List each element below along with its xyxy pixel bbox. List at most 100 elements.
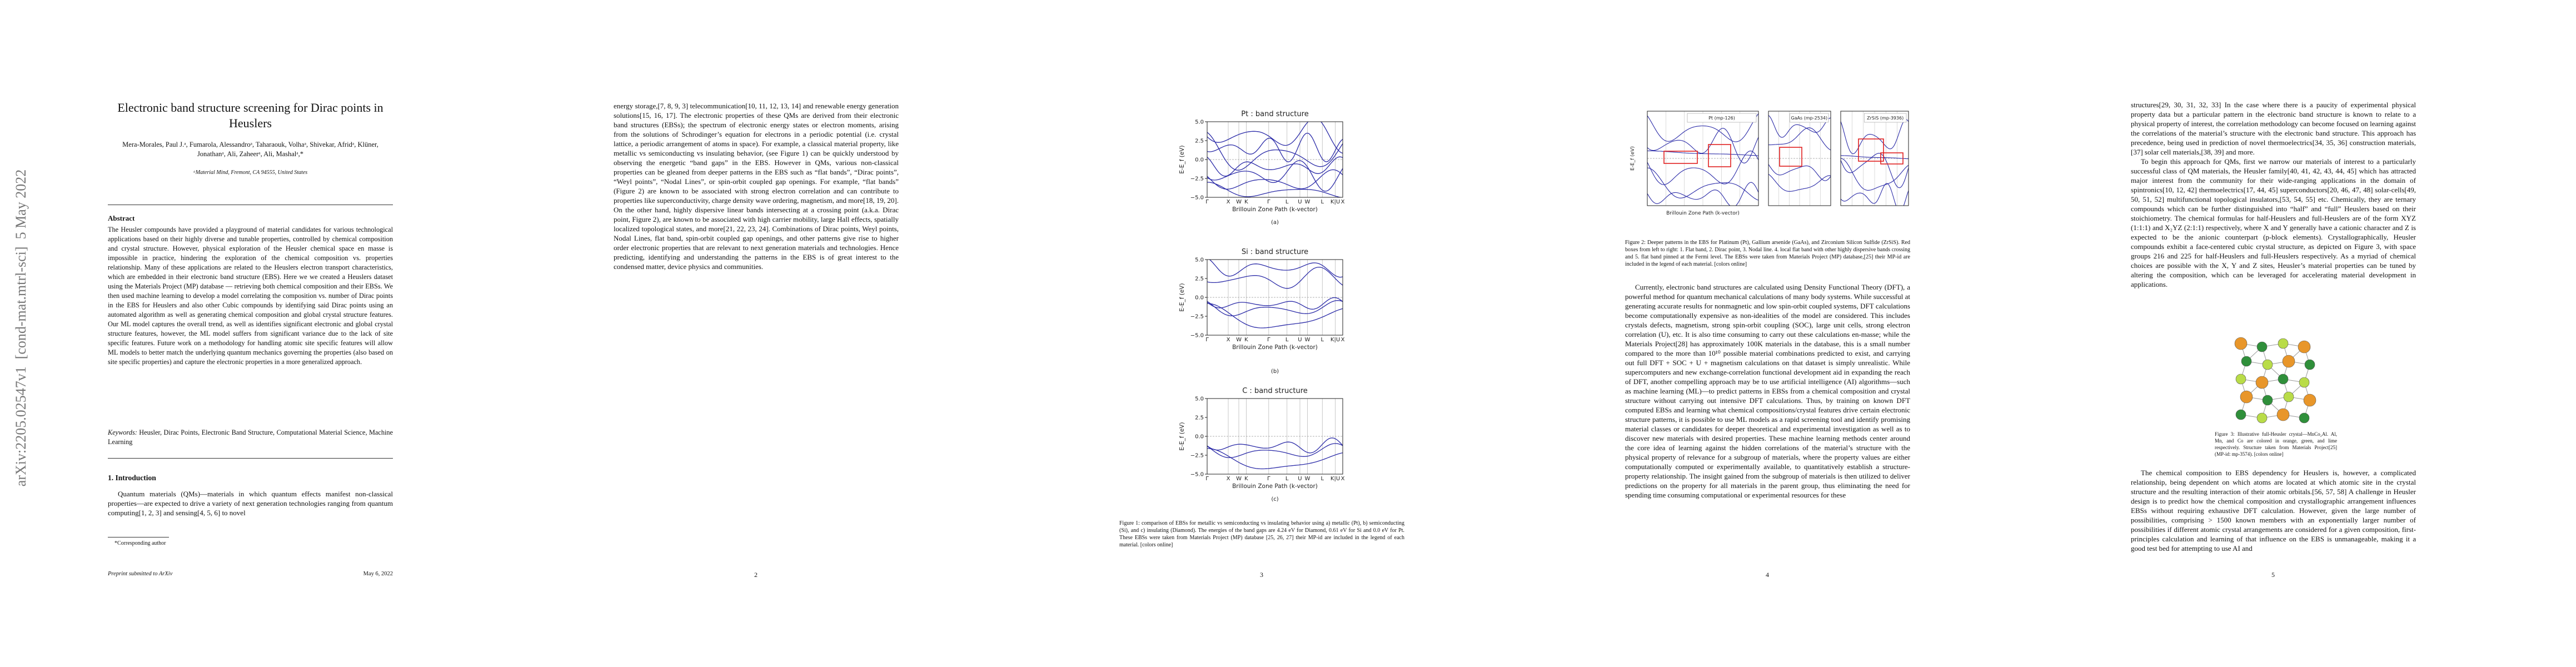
crystal-figure: [2234, 337, 2316, 424]
intro-paragraph: Quantum materials (QMs)—materials in whi…: [108, 490, 393, 517]
band-line: [1207, 297, 1343, 310]
band-line: [1207, 266, 1343, 289]
abstract-heading: Abstract: [108, 214, 135, 222]
band-line: [1841, 158, 1909, 191]
x-tick-label: U: [1298, 199, 1302, 205]
y-tick-label: 0.0: [1195, 295, 1204, 301]
plot-frame: [1840, 111, 1909, 206]
band-line: [1207, 132, 1343, 162]
highlight-box: [1663, 151, 1698, 164]
authors: Mera-Morales, Paul J.ᵃ, Fumarola, Alessa…: [122, 141, 378, 158]
band-line: [1207, 303, 1343, 328]
page-2: energy storage,[7, 8, 9, 3] telecommunic…: [506, 0, 1006, 667]
paragraph: structures[29, 30, 31, 32, 33] In the ca…: [2131, 101, 2416, 156]
page-1: Electronic band structure screening for …: [0, 0, 500, 667]
atom: [2255, 376, 2269, 389]
band-line: [1207, 182, 1343, 197]
paper-title: Electronic band structure screening for …: [117, 101, 383, 130]
legend-box: [1790, 113, 1829, 123]
legend-label: GaAs (mp-2534): [1791, 116, 1827, 121]
atom: [2235, 409, 2246, 420]
band-line: [1768, 127, 1831, 151]
legend-box: [1864, 113, 1907, 123]
x-tick-label: K: [1244, 199, 1248, 205]
x-tick-label: L: [1321, 476, 1324, 482]
page-number: 5: [2271, 571, 2275, 579]
x-tick-label: K|U: [1331, 476, 1340, 482]
band-line: [1841, 153, 1909, 188]
plot-frame: [1647, 111, 1759, 206]
band-line: [1207, 156, 1343, 177]
atom: [2276, 408, 2290, 421]
page-5: structures[29, 30, 31, 32, 33] In the ca…: [2023, 0, 2523, 667]
x-tick-label: Γ: [1267, 199, 1270, 205]
band-line: [1209, 260, 1343, 278]
x-tick-label: W: [1236, 337, 1242, 343]
paragraph: The chemical composition to EBS dependen…: [2131, 469, 2416, 552]
atom: [2303, 394, 2316, 407]
y-tick-label: 5.0: [1195, 396, 1204, 402]
x-tick-label: L: [1285, 199, 1289, 205]
highlight-box: [1880, 152, 1904, 165]
footnote: *Corresponding author: [114, 540, 166, 546]
y-tick-label: 2.5: [1195, 138, 1204, 145]
x-tick-label: W: [1236, 476, 1242, 482]
x-tick-label: Γ: [1205, 199, 1209, 205]
x-tick-label: X: [1227, 476, 1230, 482]
highlight-box: [1708, 144, 1731, 167]
atom: [2240, 390, 2253, 404]
atom: [2304, 359, 2315, 370]
plot-frame: [1207, 259, 1343, 336]
panel-label: (a): [1271, 220, 1279, 226]
keywords-text: Heusler, Dirac Points, Electronic Band S…: [108, 429, 393, 446]
x-tick-label: L: [1285, 337, 1289, 343]
affiliation: ᵃMaterial Mind, Fremont, CA 94555, Unite…: [193, 170, 308, 176]
band-line: [1207, 169, 1343, 190]
x-tick-label: L: [1285, 476, 1289, 482]
footer-right: May 6, 2022: [363, 571, 393, 577]
page-3: Pt : band structure Γ X W K Γ L U W L K|U X 5.0 2.5 0.…: [1012, 0, 1512, 667]
band-line: [1207, 132, 1343, 171]
atom: [2234, 337, 2248, 350]
band-line: [1647, 167, 1758, 201]
x-tick-label: W: [1304, 476, 1310, 482]
atom: [2262, 359, 2273, 370]
atom: [2298, 340, 2311, 354]
plot-frame: [1207, 121, 1343, 198]
plot-frame: [1768, 111, 1831, 206]
plot-title: Pt : band structure: [1241, 110, 1308, 118]
x-tick-label: K|U: [1331, 199, 1340, 205]
legend-label: ZrSiS (mp-3936): [1867, 116, 1904, 121]
x-tick-label: K|U: [1331, 337, 1340, 343]
highlight-box: [1779, 147, 1802, 167]
atom: [2256, 412, 2268, 424]
plot-title: C : band structure: [1242, 387, 1308, 395]
bands: [1768, 115, 1831, 192]
plot-frame: [1207, 398, 1343, 475]
figure-caption: Figure 2: Deeper patterns in the EBS for…: [1625, 240, 1910, 267]
legend-label: Pt (mp-126): [1708, 116, 1735, 121]
band-line: [1841, 183, 1909, 206]
x-tick-label: Γ: [1267, 337, 1270, 343]
band-line: [1207, 437, 1343, 454]
atom: [2278, 338, 2289, 349]
panel-label: (b): [1271, 369, 1279, 375]
figure-caption: Figure 3: Illustrative full-Heusler crys…: [2215, 431, 2337, 457]
x-tick-label: L: [1321, 337, 1324, 343]
y-tick-label: 0.0: [1195, 157, 1204, 163]
bands: [1841, 119, 1909, 206]
paragraph: To begin this approach for QMs, first we…: [2131, 157, 2416, 288]
footer-left: Preprint submitted to ArXiv: [108, 571, 173, 577]
y-axis-label: E-E_f (eV): [1630, 146, 1636, 171]
band-line: [1647, 182, 1758, 206]
x-tick-label: U: [1298, 476, 1302, 482]
x-tick-label: X: [1341, 476, 1345, 482]
figure-caption: Figure 1: comparison of EBSs for metalli…: [1119, 520, 1404, 548]
bands: [1207, 122, 1343, 197]
band-line: [1207, 122, 1343, 154]
y-tick-label: 5.0: [1195, 257, 1204, 263]
highlight-box: [1858, 138, 1884, 162]
y-tick-label: 5.0: [1195, 120, 1204, 126]
